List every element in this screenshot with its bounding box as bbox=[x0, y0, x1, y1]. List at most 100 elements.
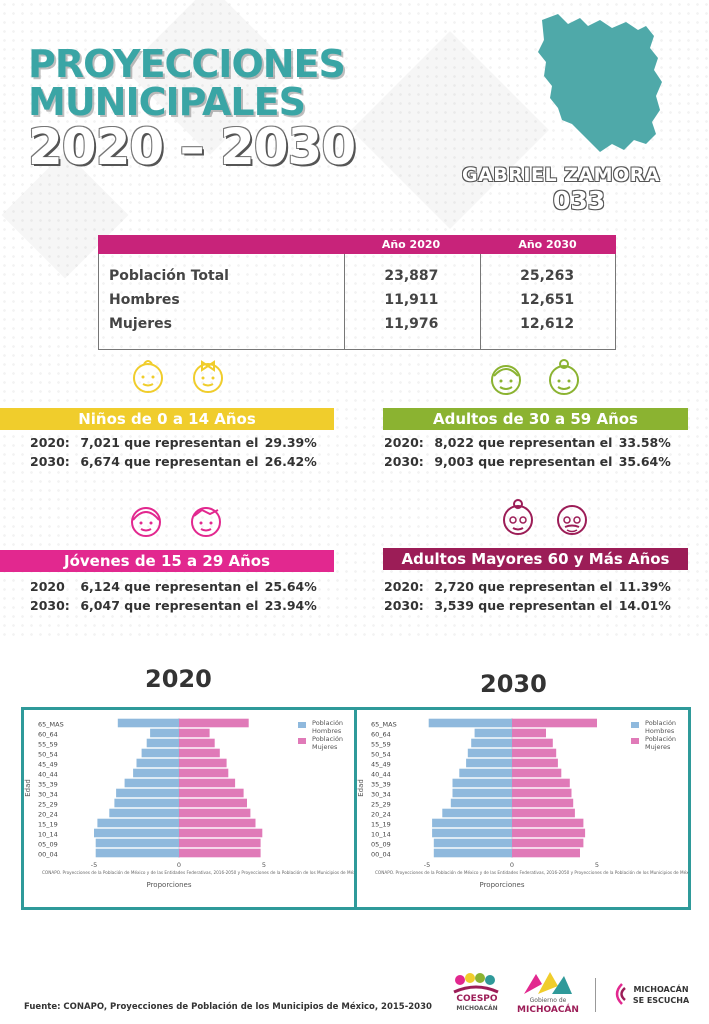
tick-label-15_19: 15_19 bbox=[38, 820, 58, 828]
legend-label: Población bbox=[645, 735, 676, 743]
bar-mujeres-65_MAS bbox=[179, 718, 249, 728]
stat-percent: 23.94% bbox=[264, 598, 317, 613]
tick-label-50_54: 50_54 bbox=[371, 750, 391, 758]
bar-hombres-40_44 bbox=[133, 768, 179, 778]
x-tick-label: 0 bbox=[510, 861, 514, 869]
bar-hombres-15_19 bbox=[97, 818, 179, 828]
bar-hombres-35_39 bbox=[124, 778, 179, 788]
baby-boy-icon bbox=[133, 360, 163, 393]
stat-year: 2020 bbox=[30, 579, 65, 594]
population-pyramid-2020: 00_04 05_09 10_14 15_19 20_24 25_29 30_34 35_39… bbox=[24, 718, 354, 889]
tick-label-25_29: 25_29 bbox=[38, 800, 58, 808]
municipio-map-icon bbox=[538, 14, 662, 152]
bar-hombres-40_44 bbox=[459, 768, 512, 778]
bar-mujeres-10_14 bbox=[179, 828, 263, 838]
stat-count: 9,003 que representan el bbox=[434, 454, 613, 469]
bar-mujeres-15_19 bbox=[512, 818, 584, 828]
stat-year: 2030: bbox=[384, 454, 424, 469]
value-2020: 11,976 bbox=[384, 316, 439, 332]
tick-label-40_44: 40_44 bbox=[371, 770, 391, 778]
tick-label-05_09: 05_09 bbox=[371, 840, 391, 848]
baby-girl-icon bbox=[193, 360, 223, 393]
x-axis-label: Proporciones bbox=[479, 881, 524, 889]
legend-swatch bbox=[298, 722, 306, 728]
stat-year: 2030: bbox=[384, 598, 424, 613]
tick-label-60_64: 60_64 bbox=[371, 730, 391, 738]
bar-hombres-25_29 bbox=[114, 798, 179, 808]
x-axis-label: Proporciones bbox=[146, 881, 191, 889]
bar-mujeres-45_49 bbox=[512, 758, 558, 768]
bar-hombres-55_59 bbox=[471, 738, 512, 748]
group-band-ninos: Niños de 0 a 14 Años bbox=[0, 408, 334, 430]
legend-swatch bbox=[631, 738, 639, 744]
legend-swatch bbox=[631, 722, 639, 728]
coespo-logo-subtext: MICHOACÁN bbox=[456, 1005, 498, 1012]
stat-count: 8,022 que representan el bbox=[434, 435, 613, 450]
stat-percent: 25.64% bbox=[264, 579, 317, 594]
tick-label-00_04: 00_04 bbox=[371, 850, 391, 858]
stat-row: 2020: 8,022 que representan el 33.58% bbox=[384, 435, 671, 450]
chart-note: CONAPO. Proyecciones de la Población de … bbox=[375, 870, 688, 875]
elderly-man-icon bbox=[557, 505, 587, 535]
bar-mujeres-05_09 bbox=[512, 838, 584, 848]
bar-hombres-15_19 bbox=[432, 818, 512, 828]
bar-mujeres-00_04 bbox=[512, 848, 580, 858]
chart-title-2020: 2020 bbox=[145, 665, 212, 693]
table-header-cell bbox=[98, 235, 343, 254]
bar-hombres-45_49 bbox=[136, 758, 179, 768]
stat-row: 2030: 3,539 que representan el 14.01% bbox=[384, 598, 671, 613]
escucha-logo-text: MICHOACÁN bbox=[633, 985, 689, 994]
bar-mujeres-60_64 bbox=[179, 728, 210, 738]
stat-percent: 33.58% bbox=[618, 435, 671, 450]
value-2030: 25,263 bbox=[520, 268, 575, 284]
stat-count: 2,720 que representan el bbox=[434, 579, 613, 594]
stat-year: 2020: bbox=[384, 435, 424, 450]
bar-mujeres-45_49 bbox=[179, 758, 227, 768]
tick-label-65_MAS: 65_MAS bbox=[38, 720, 64, 728]
bar-hombres-20_24 bbox=[442, 808, 512, 818]
table-divider bbox=[480, 254, 481, 349]
stat-year: 2020: bbox=[384, 579, 424, 594]
bar-hombres-65_MAS bbox=[117, 718, 179, 728]
chart-title-2030: 2030 bbox=[480, 670, 547, 698]
table-header-cell: Año 2030 bbox=[518, 238, 577, 251]
coespo-logo-icon bbox=[453, 973, 499, 994]
legend-label: Hombres bbox=[645, 727, 675, 735]
source-note: Fuente: CONAPO, Proyecciones de Població… bbox=[24, 1002, 432, 1012]
table-header-cell: Año 2020 bbox=[381, 238, 441, 251]
title-years: 2020 – 2030 bbox=[28, 118, 356, 176]
bar-hombres-05_09 bbox=[95, 838, 179, 848]
x-tick-label: 5 bbox=[262, 861, 266, 869]
tick-label-55_59: 55_59 bbox=[371, 740, 391, 748]
gobierno-logo-text: Gobierno de bbox=[529, 997, 567, 1004]
municipio-name: GABRIEL ZAMORA bbox=[462, 164, 661, 186]
legend-label: Hombres bbox=[312, 727, 342, 735]
stat-year: 2030: bbox=[30, 454, 70, 469]
group-band-jovenes: Jóvenes de 15 a 29 Años bbox=[0, 550, 334, 572]
tick-label-50_54: 50_54 bbox=[38, 750, 58, 758]
group-band-adultos: Adultos de 30 a 59 Años bbox=[383, 408, 688, 430]
stat-row: 2020 6,124 que representan el 25.64% bbox=[30, 579, 317, 594]
logo-divider bbox=[595, 978, 596, 1012]
tick-label-05_09: 05_09 bbox=[38, 840, 58, 848]
municipio-code: 033 bbox=[553, 186, 606, 215]
sound-waves-icon bbox=[615, 983, 626, 1005]
bar-hombres-50_54 bbox=[467, 748, 512, 758]
table-divider bbox=[344, 254, 345, 349]
table-header: Año 2020 Año 2030 bbox=[98, 235, 616, 254]
x-tick-label: -5 bbox=[91, 861, 97, 869]
bar-mujeres-25_29 bbox=[179, 798, 247, 808]
bar-mujeres-65_MAS bbox=[512, 718, 597, 728]
bar-hombres-45_49 bbox=[466, 758, 512, 768]
tick-label-30_34: 30_34 bbox=[38, 790, 58, 798]
population-pyramid-2030: 00_04 05_09 10_14 15_19 20_24 25_29 30_34 35_39… bbox=[357, 718, 688, 889]
tick-label-25_29: 25_29 bbox=[371, 800, 391, 808]
value-2030: 12,612 bbox=[520, 316, 575, 332]
bar-mujeres-25_29 bbox=[512, 798, 574, 808]
bar-mujeres-10_14 bbox=[512, 828, 586, 838]
stat-count: 3,539 que representan el bbox=[434, 598, 613, 613]
bar-hombres-10_14 bbox=[94, 828, 179, 838]
tick-label-10_14: 10_14 bbox=[38, 830, 58, 838]
tick-label-35_39: 35_39 bbox=[371, 780, 391, 788]
bar-hombres-00_04 bbox=[95, 848, 179, 858]
